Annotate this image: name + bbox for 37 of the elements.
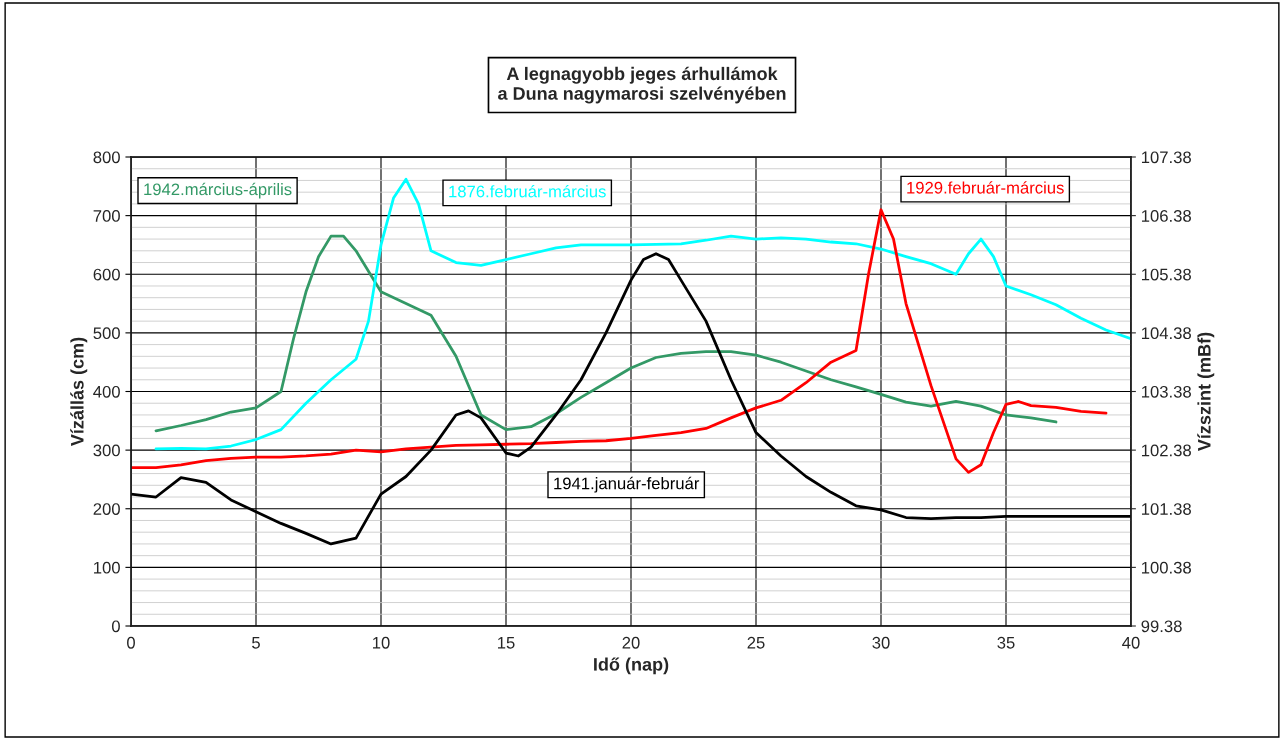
y2-tick-label: 107.38 xyxy=(1141,151,1191,164)
y-tick-label: 100 xyxy=(94,561,120,574)
x-tick-label: 5 xyxy=(252,637,260,649)
x-tick-label: 25 xyxy=(747,636,765,649)
y2-tick-label: 99.38 xyxy=(1141,620,1182,633)
text: 1942.március-április xyxy=(144,182,292,199)
y-tick-label: 800 xyxy=(93,151,120,164)
y-axis-title: Vízállás (cm) xyxy=(70,337,88,447)
y2-tick-label: 103.38 xyxy=(1141,385,1191,398)
y2-tick-label: 106.38 xyxy=(1141,210,1191,222)
x-tick-label: 20 xyxy=(622,636,640,649)
x-axis-title: Idő (nap) xyxy=(594,657,669,675)
y2-tick-label: 102.38 xyxy=(1141,444,1191,457)
x-tick-label: 35 xyxy=(997,636,1015,649)
y2-tick-label: 104.38 xyxy=(1141,327,1191,340)
x-tick-label: 0 xyxy=(127,636,135,649)
series-label: 1929.február-március xyxy=(907,181,1064,194)
y-tick-label: 200 xyxy=(93,503,120,515)
y-tick-label: 0 xyxy=(111,620,120,633)
x-tick-label: 40 xyxy=(1122,636,1140,649)
x-tick-label: 30 xyxy=(872,636,890,649)
x-tick-label: 15 xyxy=(498,637,515,649)
text: 1941.január-február xyxy=(554,476,700,493)
y-tick-label: 700 xyxy=(93,210,120,222)
series-label: 1876.február-március xyxy=(449,184,606,198)
y2-tick-label: 105.38 xyxy=(1141,268,1191,281)
x-tick-label: 10 xyxy=(373,636,390,649)
line-series xyxy=(154,234,1058,433)
y2-tick-label: 100.38 xyxy=(1141,561,1191,574)
y-tick-label: 600 xyxy=(93,268,120,281)
y2-tick-label: 101.38 xyxy=(1141,503,1191,515)
y-tick-label: 400 xyxy=(93,385,120,398)
chart-title: A legnagyobb jeges árhullámok a Duna nagymarosi szelvényében xyxy=(498,66,786,104)
line-series xyxy=(131,208,1108,474)
y-tick-label: 300 xyxy=(93,444,120,457)
y-tick-label: 500 xyxy=(93,327,120,340)
y2-axis-title: Vízszint (mBf) xyxy=(1197,332,1215,452)
